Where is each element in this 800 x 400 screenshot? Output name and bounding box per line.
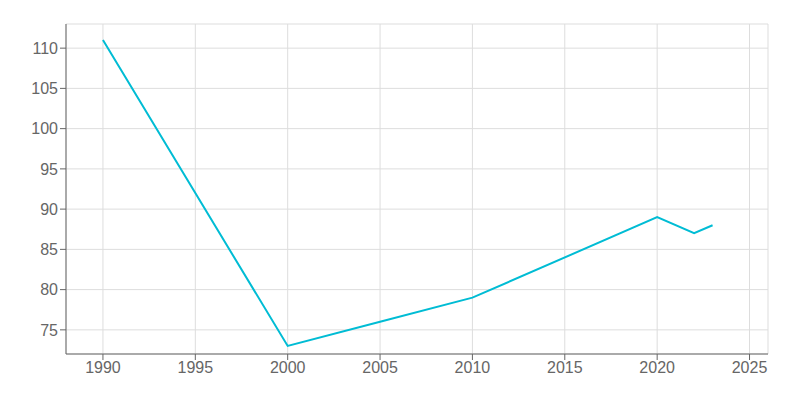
svg-text:1995: 1995 bbox=[178, 359, 214, 376]
svg-text:1990: 1990 bbox=[85, 359, 121, 376]
svg-text:110: 110 bbox=[32, 40, 58, 57]
svg-text:95: 95 bbox=[40, 161, 58, 178]
svg-text:80: 80 bbox=[40, 281, 58, 298]
svg-text:90: 90 bbox=[40, 201, 58, 218]
svg-text:2025: 2025 bbox=[732, 359, 768, 376]
svg-text:2010: 2010 bbox=[455, 359, 491, 376]
svg-text:2015: 2015 bbox=[547, 359, 583, 376]
svg-text:2020: 2020 bbox=[639, 359, 675, 376]
svg-text:2005: 2005 bbox=[362, 359, 398, 376]
svg-text:105: 105 bbox=[31, 80, 58, 97]
svg-text:2000: 2000 bbox=[270, 359, 306, 376]
svg-text:75: 75 bbox=[40, 322, 58, 339]
svg-text:100: 100 bbox=[31, 120, 58, 137]
svg-text:85: 85 bbox=[40, 241, 58, 258]
